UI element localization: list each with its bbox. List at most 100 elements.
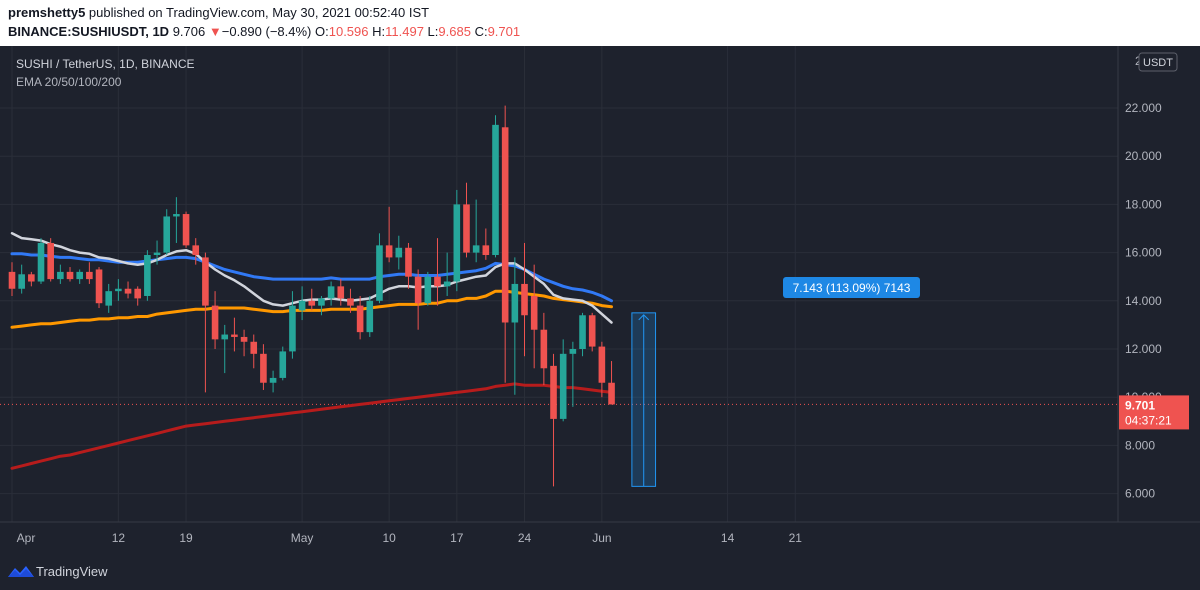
candle-body	[579, 315, 586, 349]
candle-body	[231, 334, 238, 337]
candle-body	[453, 204, 461, 282]
author-name[interactable]: premshetty5	[8, 5, 86, 20]
candle	[414, 269, 422, 330]
candle-body	[472, 245, 480, 253]
candle	[250, 334, 258, 369]
candle	[95, 267, 103, 309]
down-arrow-icon: ▼	[208, 24, 222, 39]
measure-arrowhead-icon	[638, 314, 650, 321]
candle-body	[182, 214, 190, 246]
time-axis-panel	[0, 522, 1200, 553]
time-tick: 12	[112, 531, 126, 545]
candle-body	[144, 255, 151, 296]
candle-body	[124, 288, 132, 294]
pair-legend: SUSHI / TetherUS, 1D, BINANCE	[16, 57, 195, 71]
candle-body	[540, 329, 548, 369]
candle	[559, 339, 567, 422]
price-axis-panel	[1118, 46, 1200, 553]
candle-body	[511, 283, 519, 323]
measure-tool: 7.143 (113.09%) 7143	[631, 277, 920, 487]
candle-body	[559, 353, 567, 419]
candle	[530, 264, 538, 369]
candle-body	[279, 351, 287, 378]
candle	[134, 286, 142, 306]
candles	[8, 105, 615, 487]
candle-body	[105, 291, 112, 306]
candle-body	[173, 214, 180, 217]
price-tick: 18.000	[1125, 197, 1162, 211]
candle-body	[414, 276, 422, 304]
chart-area[interactable]: 7.143 (113.09%) 7143 2 USDT 22.000 20.000 18…	[0, 46, 1200, 590]
candle-body	[269, 377, 277, 383]
time-tick: 17	[450, 531, 464, 545]
price-tick: 22.000	[1125, 101, 1162, 115]
candle-body	[95, 269, 103, 304]
last-price-tag-value: 9.701	[1125, 398, 1155, 412]
candle	[47, 238, 54, 282]
candle	[424, 271, 432, 306]
candle-body	[356, 305, 364, 333]
candle	[231, 317, 238, 352]
candle	[163, 209, 171, 256]
candle	[144, 250, 151, 301]
candle	[279, 346, 287, 381]
candle-body	[298, 300, 306, 311]
candle-body	[405, 247, 412, 277]
candle-body	[8, 271, 16, 289]
candle	[327, 281, 335, 306]
candle-body	[492, 124, 499, 256]
candle	[289, 291, 296, 359]
time-tick: Jun	[592, 531, 611, 545]
candle	[366, 295, 374, 337]
candle-body	[521, 283, 528, 316]
candle	[511, 257, 519, 395]
candle-body	[608, 382, 615, 405]
candle	[579, 312, 586, 357]
candle	[501, 105, 509, 383]
candle	[28, 271, 35, 287]
candle	[211, 291, 219, 349]
measure-label-bg	[783, 277, 920, 298]
price-tick: 6.000	[1125, 487, 1155, 501]
candle	[260, 344, 267, 390]
candle-body	[153, 252, 161, 256]
tradingview-brand[interactable]: TradingView	[36, 564, 108, 579]
currency-badge	[1138, 52, 1178, 72]
candle	[550, 353, 557, 487]
candle-body	[289, 305, 296, 352]
ema200-path	[10, 382, 613, 470]
low-value: 9.685	[438, 24, 471, 39]
time-tick: 19	[179, 531, 193, 545]
tradingview-logo-icon	[8, 566, 34, 577]
candle	[124, 281, 132, 299]
candle	[240, 329, 248, 357]
candle	[318, 295, 325, 316]
candle-countdown: 04:37:21	[1125, 413, 1172, 427]
candle	[192, 238, 200, 265]
candle-body	[66, 271, 74, 280]
candle-body	[385, 245, 393, 258]
price-chart[interactable]: 7.143 (113.09%) 7143 2 USDT22.00020.00018…	[0, 46, 1200, 553]
time-tick: 21	[789, 531, 803, 545]
candle	[588, 312, 596, 352]
grid-lines	[0, 46, 1118, 522]
price-tick: 14.000	[1125, 294, 1162, 308]
candle	[8, 262, 16, 296]
candle-body	[337, 286, 345, 299]
candle-body	[366, 300, 374, 333]
close-label: C:	[474, 24, 488, 39]
candle-body	[501, 127, 509, 323]
candle	[482, 228, 490, 260]
candle-body	[260, 353, 267, 383]
ohlc-line: BINANCE:SUSHIUSDT, 1D 9.706 ▼−0.890 (−8.…	[8, 24, 520, 39]
candle	[608, 361, 615, 405]
candle-body	[530, 295, 538, 330]
candle	[472, 199, 480, 263]
candle-body	[327, 286, 335, 299]
indicator-legend[interactable]: EMA 20/50/100/200	[16, 75, 122, 89]
candle	[202, 252, 209, 393]
candle	[569, 341, 577, 407]
time-tick: Apr	[17, 531, 36, 545]
candle-body	[115, 288, 122, 292]
close-value: 9.701	[487, 24, 521, 39]
